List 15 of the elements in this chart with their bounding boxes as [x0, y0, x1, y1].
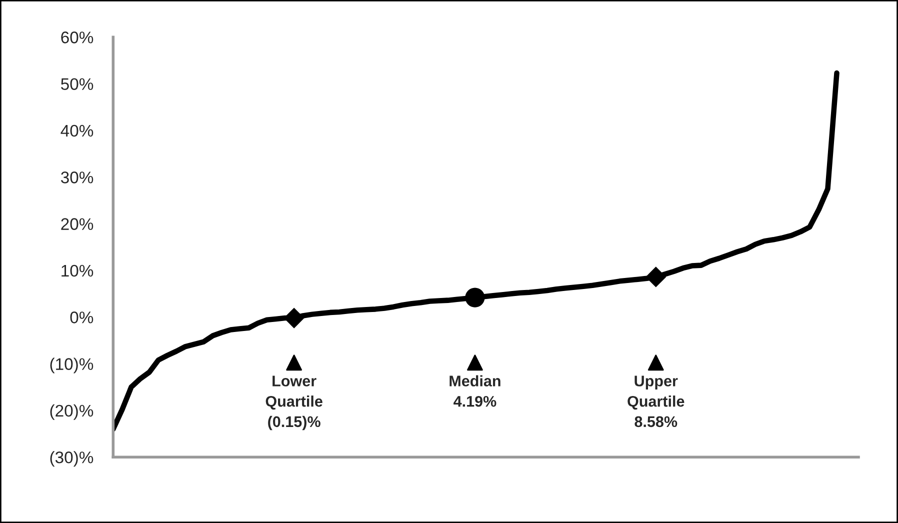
point: [646, 266, 666, 288]
y-tick-label: 0%: [70, 312, 94, 324]
annotation: Lower Quartile (0.15)%: [266, 376, 322, 430]
y-tick-label: 30%: [60, 172, 94, 184]
y-tick-label: 20%: [61, 218, 94, 230]
y-tick-label: 60%: [61, 32, 94, 44]
y-tick-label: (20)%: [50, 404, 94, 420]
annotation: Median 4.19%: [450, 375, 500, 407]
y-tick-label: 10%: [62, 264, 94, 277]
annotation: Upper Quartile 8.58%: [628, 376, 684, 428]
y-tick-label: (30)%: [50, 451, 94, 467]
y-tick-label: (10)%: [50, 358, 94, 374]
y-tick-label: 40%: [60, 124, 94, 137]
point: [465, 288, 485, 308]
y-tick-label: 50%: [61, 78, 94, 90]
